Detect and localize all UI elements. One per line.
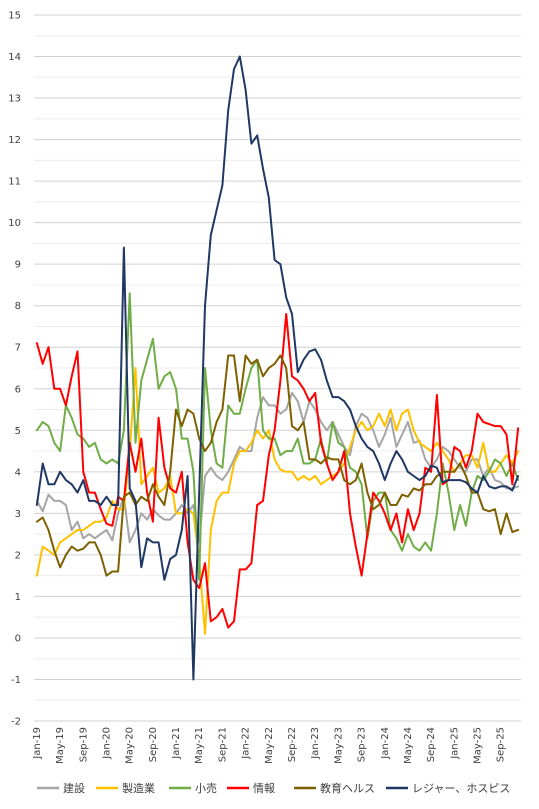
y-tick-label: 3 [15,509,21,520]
gridlines [34,14,521,722]
legend-label: 製造業 [122,781,155,795]
y-tick-label: 6 [15,384,21,395]
legend-label: レジャー、ホスピス [412,782,510,795]
x-tick-label: Sep-22 [287,727,298,762]
y-tick-label: -2 [11,717,21,728]
x-tick-label: Jan-24 [380,727,391,760]
x-tick-label: Jan-22 [241,727,252,760]
x-tick-label: May-24 [403,727,414,764]
x-tick-label: May-22 [264,727,275,764]
x-tick-label: May-19 [55,727,66,764]
x-tick-label: May-25 [473,727,484,764]
y-tick-label: 15 [8,11,21,22]
x-tick-label: Sep-25 [496,727,507,762]
y-tick-label: 14 [8,52,21,63]
x-tick-label: Jan-19 [32,727,43,760]
x-tick-label: Sep-19 [78,727,89,762]
series-line [35,292,520,581]
series-lines [35,55,520,681]
y-tick-label: 7 [15,343,21,354]
y-tick-label: -1 [11,675,21,686]
legend-label: 建設 [63,781,85,795]
x-tick-label: Sep-20 [148,727,159,762]
y-tick-label: 13 [8,94,21,105]
series-line [35,354,520,577]
x-tick-label: Jan-23 [310,727,321,760]
x-axis-ticks: Jan-19 May-19 Sep-19 Jan-20 May-20 Sep-20 Jan-… [32,727,507,764]
y-tick-label: 10 [8,218,21,229]
x-tick-label: Jan-25 [449,727,460,760]
y-tick-label: 1 [15,592,21,603]
series-line [35,55,520,681]
x-tick-label: May-20 [125,727,136,764]
legend-label: 教育ヘルス [320,781,375,795]
series-line [35,313,520,629]
x-tick-label: Sep-23 [357,727,368,762]
y-tick-label: 4 [15,467,21,478]
y-tick-label: 8 [15,301,21,312]
y-tick-label: 2 [15,550,21,561]
y-tick-label: 11 [8,177,21,188]
y-tick-label: 9 [15,260,21,271]
y-tick-label: 5 [15,426,21,437]
legend: 建設 製造業 小売 情報 教育ヘルス レジャー、ホスピス [37,781,510,795]
x-tick-label: May-21 [194,727,205,764]
legend-label: 情報 [253,782,275,795]
x-tick-label: Jan-20 [101,727,112,760]
x-tick-label: Sep-21 [217,727,228,762]
y-tick-label: 12 [8,135,21,146]
legend-label: 小売 [195,782,217,795]
y-tick-label: 0 [15,633,21,644]
x-tick-label: May-23 [333,727,344,764]
x-tick-label: Jan-21 [171,727,182,760]
x-tick-label: Sep-24 [426,727,437,762]
series-line [35,367,520,635]
